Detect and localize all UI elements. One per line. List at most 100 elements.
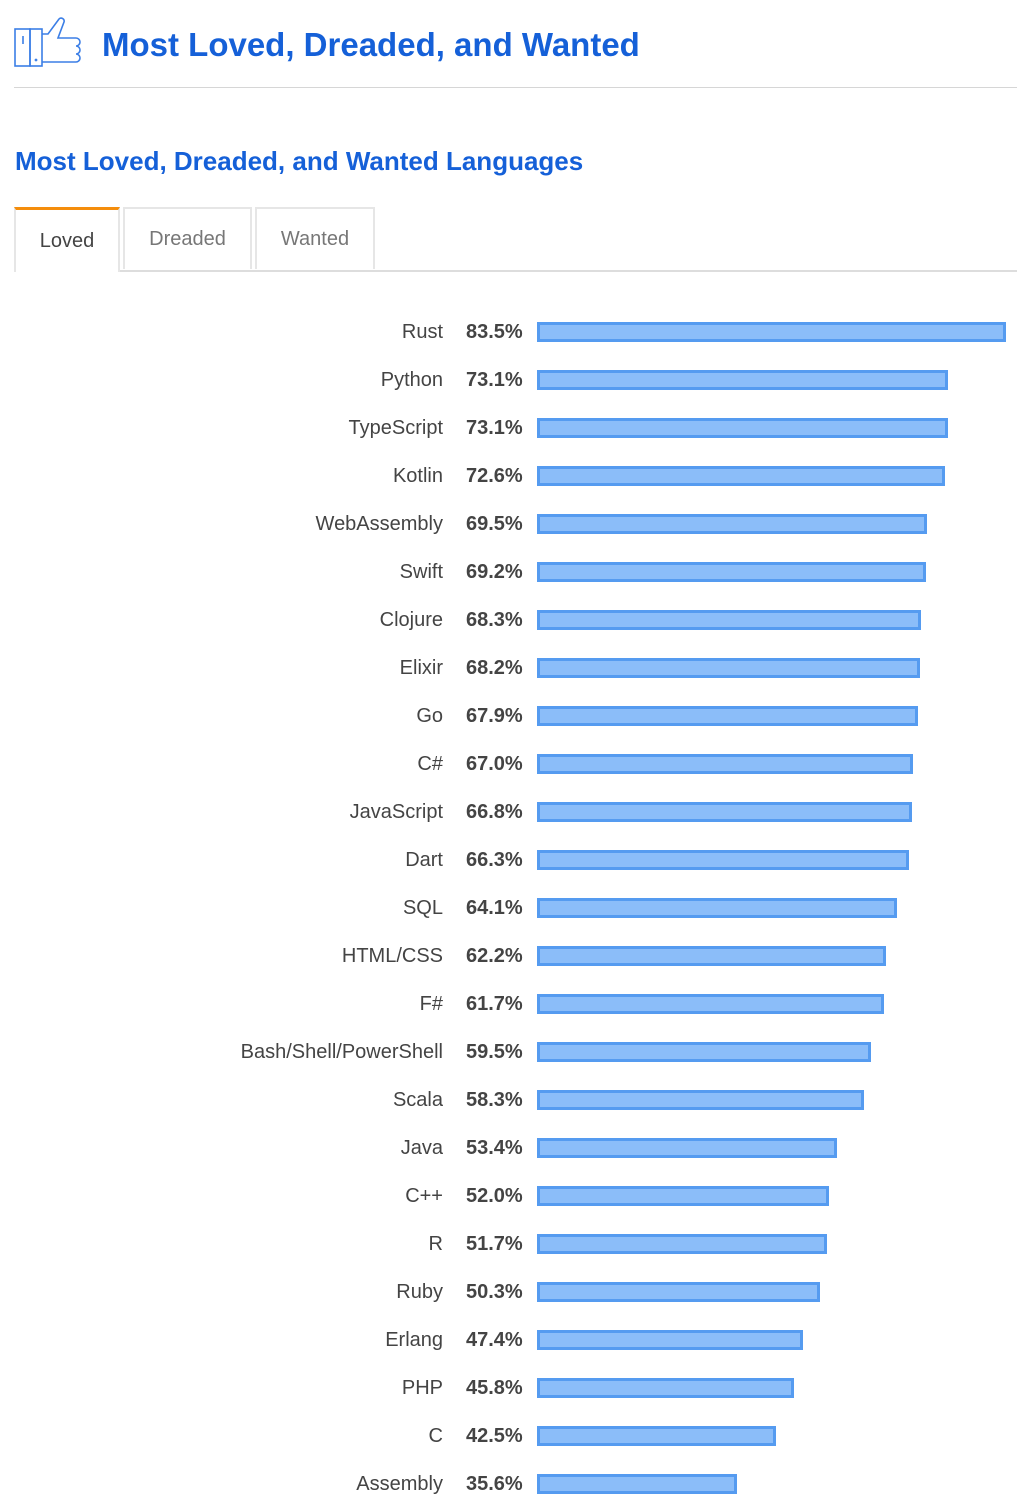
bar — [537, 994, 884, 1014]
data-label: 83.5% — [466, 321, 523, 343]
data-label: 52.0% — [466, 1185, 523, 1207]
chart-row: Assembly 35.6% — [0, 1469, 1035, 1499]
tab-loved[interactable]: Loved — [14, 207, 120, 272]
data-label: 64.1% — [466, 897, 523, 919]
chart-row: Scala 58.3% — [0, 1085, 1035, 1115]
chart-row: Go 67.9% — [0, 701, 1035, 731]
section-title: Most Loved, Dreaded, and Wanted Language… — [15, 146, 584, 176]
data-label: 59.5% — [466, 1041, 523, 1063]
bar — [537, 946, 887, 966]
data-label: 61.7% — [466, 993, 523, 1015]
data-label: 69.5% — [466, 513, 523, 535]
chart-row: SQL 64.1% — [0, 893, 1035, 923]
chart-row: Elixir 68.2% — [0, 653, 1035, 683]
category-label: C++ — [405, 1185, 443, 1207]
bar — [537, 1330, 804, 1350]
category-label: Java — [400, 1137, 443, 1159]
category-label: Swift — [399, 561, 443, 583]
bar — [537, 1282, 820, 1302]
bar — [537, 466, 945, 486]
chart-row: HTML/CSS 62.2% — [0, 941, 1035, 971]
bar — [537, 610, 921, 630]
data-label: 50.3% — [466, 1281, 523, 1303]
category-label: Go — [416, 705, 443, 727]
data-label: 67.0% — [466, 753, 523, 775]
category-label: Scala — [392, 1089, 443, 1111]
bar — [537, 370, 948, 390]
data-label: 69.2% — [466, 561, 523, 583]
data-label: 68.3% — [466, 609, 523, 631]
data-label: 66.3% — [466, 849, 523, 871]
page-title: Most Loved, Dreaded, and Wanted — [102, 26, 640, 63]
bar — [537, 1234, 828, 1254]
bar — [537, 1090, 865, 1110]
data-label: 35.6% — [466, 1473, 523, 1495]
data-label: 47.4% — [466, 1329, 523, 1351]
data-label: 73.1% — [466, 369, 523, 391]
chart-row: Java 53.4% — [0, 1133, 1035, 1163]
category-label: PHP — [401, 1377, 443, 1399]
category-label: Assembly — [356, 1473, 443, 1495]
category-label: C — [428, 1425, 443, 1447]
chart-row: Erlang 47.4% — [0, 1325, 1035, 1355]
category-label: R — [428, 1233, 443, 1255]
category-label: Erlang — [385, 1329, 443, 1351]
bar — [537, 1426, 776, 1446]
chart-row: C# 67.0% — [0, 749, 1035, 779]
data-label: 73.1% — [466, 417, 523, 439]
data-label: 68.2% — [466, 657, 523, 679]
category-label: Kotlin — [392, 465, 443, 487]
bar — [537, 1186, 830, 1206]
bar — [537, 1378, 795, 1398]
divider — [14, 87, 1017, 88]
chart-row: Clojure 68.3% — [0, 605, 1035, 635]
chart-row: Bash/Shell/PowerShell 59.5% — [0, 1037, 1035, 1067]
bar — [537, 1042, 872, 1062]
chart-row: JavaScript 66.8% — [0, 797, 1035, 827]
chart-row: Swift 69.2% — [0, 557, 1035, 587]
chart-row: Python 73.1% — [0, 365, 1035, 395]
category-label: Bash/Shell/PowerShell — [240, 1041, 443, 1063]
data-label: 42.5% — [466, 1425, 523, 1447]
data-label: 67.9% — [466, 705, 523, 727]
chart-row: PHP 45.8% — [0, 1373, 1035, 1403]
thumbs-up-icon — [14, 17, 81, 67]
bar — [537, 898, 898, 918]
header — [14, 14, 84, 70]
chart-row: C++ 52.0% — [0, 1181, 1035, 1211]
category-label: Clojure — [379, 609, 443, 631]
category-label: Ruby — [396, 1281, 443, 1303]
bar — [537, 418, 948, 438]
bar — [537, 706, 919, 726]
bar — [537, 1138, 837, 1158]
category-label: WebAssembly — [315, 513, 443, 535]
bar — [537, 802, 913, 822]
bar — [537, 322, 1006, 342]
bar — [537, 1474, 737, 1494]
bar — [537, 514, 928, 534]
chart-row: WebAssembly 69.5% — [0, 509, 1035, 539]
category-label: Python — [380, 369, 443, 391]
data-label: 53.4% — [466, 1137, 523, 1159]
category-label: SQL — [402, 897, 443, 919]
bar — [537, 562, 926, 582]
category-label: F# — [419, 993, 443, 1015]
bar — [537, 754, 914, 774]
category-label: C# — [417, 753, 443, 775]
tab-wanted[interactable]: Wanted — [255, 207, 375, 269]
chart-row: Dart 66.3% — [0, 845, 1035, 875]
data-label: 58.3% — [466, 1089, 523, 1111]
chart-row: Rust 83.5% — [0, 317, 1035, 347]
data-label: 51.7% — [466, 1233, 523, 1255]
bar — [537, 658, 921, 678]
chart-row: F# 61.7% — [0, 989, 1035, 1019]
chart-row: Ruby 50.3% — [0, 1277, 1035, 1307]
data-label: 66.8% — [466, 801, 523, 823]
data-label: 72.6% — [466, 465, 523, 487]
category-label: Elixir — [399, 657, 443, 679]
category-label: Dart — [405, 849, 443, 871]
tab-dreaded[interactable]: Dreaded — [123, 207, 252, 269]
category-label: Rust — [401, 321, 443, 343]
category-label: JavaScript — [349, 801, 443, 823]
chart-row: TypeScript 73.1% — [0, 413, 1035, 443]
